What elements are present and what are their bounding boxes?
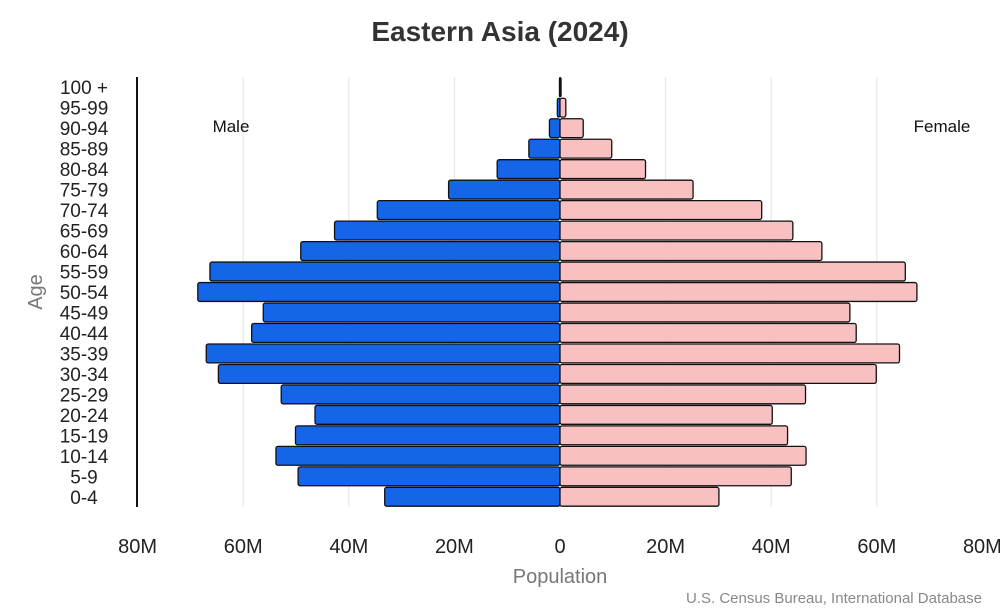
female-bar-30-34 <box>559 363 877 384</box>
age-label: 65-69 <box>60 222 109 243</box>
female-bar-90-94 <box>559 118 584 139</box>
age-label: 80-84 <box>60 160 109 181</box>
age-label: 40-44 <box>60 324 109 345</box>
age-label: 90-94 <box>60 119 109 140</box>
male-bar-0-4 <box>384 486 561 507</box>
male-bar-55-59 <box>209 261 561 282</box>
male-bar-80-84 <box>496 159 561 180</box>
age-label: 30-34 <box>60 365 109 386</box>
age-label: 85-89 <box>60 140 109 161</box>
x-axis-title: Population <box>513 566 608 588</box>
age-label: 50-54 <box>60 283 109 304</box>
x-tick-label: 80M <box>118 536 157 558</box>
age-label: 0-4 <box>70 488 98 509</box>
male-bar-20-24 <box>314 404 561 425</box>
female-bar-100plus <box>559 77 562 98</box>
male-bar-45-49 <box>262 302 561 323</box>
female-bar-65-69 <box>559 220 794 241</box>
female-bar-5-9 <box>559 466 792 487</box>
female-bar-20-24 <box>559 404 773 425</box>
x-tick-labels: 80M 60M 40M 20M 0 20M 40M 60M 80M <box>118 536 1000 558</box>
female-side-label: Female <box>914 117 971 136</box>
female-bar-60-64 <box>559 240 823 262</box>
male-bar-50-54 <box>197 281 561 303</box>
female-bar-55-59 <box>559 261 906 282</box>
age-label: 10-14 <box>60 447 109 468</box>
x-tick-label: 0 <box>554 536 565 558</box>
female-bar-75-79 <box>559 179 694 200</box>
male-bar-5-9 <box>297 466 561 487</box>
male-bar-25-29 <box>280 384 561 405</box>
age-label: 5-9 <box>70 467 97 488</box>
x-tick-label: 20M <box>435 536 474 558</box>
female-bar-40-44 <box>559 322 857 344</box>
age-label: 55-59 <box>60 263 109 284</box>
age-label: 20-24 <box>60 406 109 427</box>
x-tick-label: 40M <box>329 536 368 558</box>
x-tick-label: 60M <box>857 536 896 558</box>
female-bar-85-89 <box>559 138 613 159</box>
age-tick-labels: 100 +95-9990-9485-8980-8475-7970-7465-69… <box>60 78 109 509</box>
female-bar-80-84 <box>559 159 647 180</box>
female-bar-15-19 <box>559 425 789 446</box>
female-bar-25-29 <box>559 384 807 405</box>
male-bar-85-89 <box>528 138 561 159</box>
female-bar-50-54 <box>559 281 918 303</box>
bars <box>197 77 918 507</box>
male-bar-60-64 <box>300 240 561 262</box>
male-bar-30-34 <box>217 363 561 384</box>
female-bar-0-4 <box>559 486 720 507</box>
age-label: 95-99 <box>60 99 109 120</box>
age-label: 15-19 <box>60 426 109 447</box>
age-label: 100 + <box>60 78 108 99</box>
male-bar-10-14 <box>275 445 561 466</box>
male-bar-65-69 <box>333 220 561 241</box>
male-bar-15-19 <box>294 425 561 446</box>
female-bar-95-99 <box>559 97 567 118</box>
female-bar-35-39 <box>559 343 901 364</box>
age-label: 25-29 <box>60 385 109 406</box>
female-bar-45-49 <box>559 302 851 323</box>
x-tick-label: 80M <box>963 536 1000 558</box>
female-bar-10-14 <box>559 445 807 466</box>
age-label: 70-74 <box>60 201 109 222</box>
female-bar-70-74 <box>559 200 763 221</box>
male-bar-75-79 <box>447 179 561 200</box>
source-caption: U.S. Census Bureau, International Databa… <box>686 590 982 607</box>
chart-title: Eastern Asia (2024) <box>371 16 628 47</box>
age-label: 35-39 <box>60 344 109 365</box>
age-label: 75-79 <box>60 181 109 202</box>
male-bar-40-44 <box>250 322 561 344</box>
male-bar-35-39 <box>205 343 561 364</box>
age-label: 60-64 <box>60 242 109 263</box>
male-bar-90-94 <box>548 118 561 139</box>
x-tick-label: 40M <box>752 536 791 558</box>
male-side-label: Male <box>213 117 250 136</box>
y-axis-title: Age <box>25 274 47 310</box>
x-tick-label: 20M <box>646 536 685 558</box>
male-bar-70-74 <box>376 200 561 221</box>
x-tick-label: 60M <box>224 536 263 558</box>
age-label: 45-49 <box>60 303 109 324</box>
